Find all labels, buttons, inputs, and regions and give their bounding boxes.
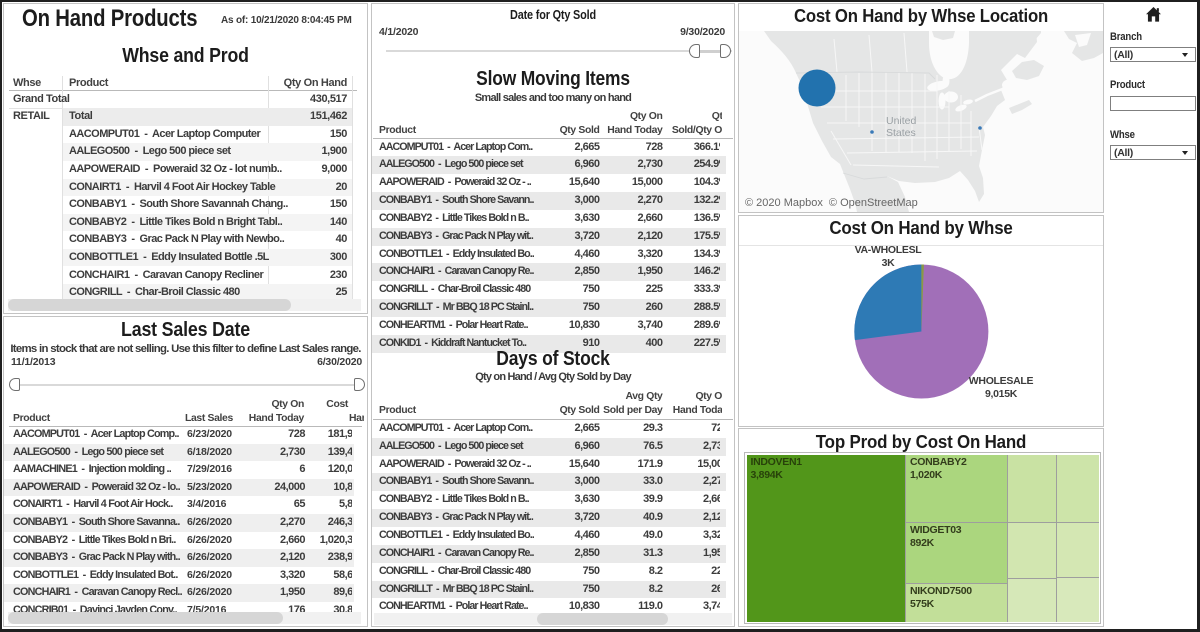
svg-text:States: States: [886, 127, 916, 139]
svg-text:United: United: [886, 115, 917, 127]
